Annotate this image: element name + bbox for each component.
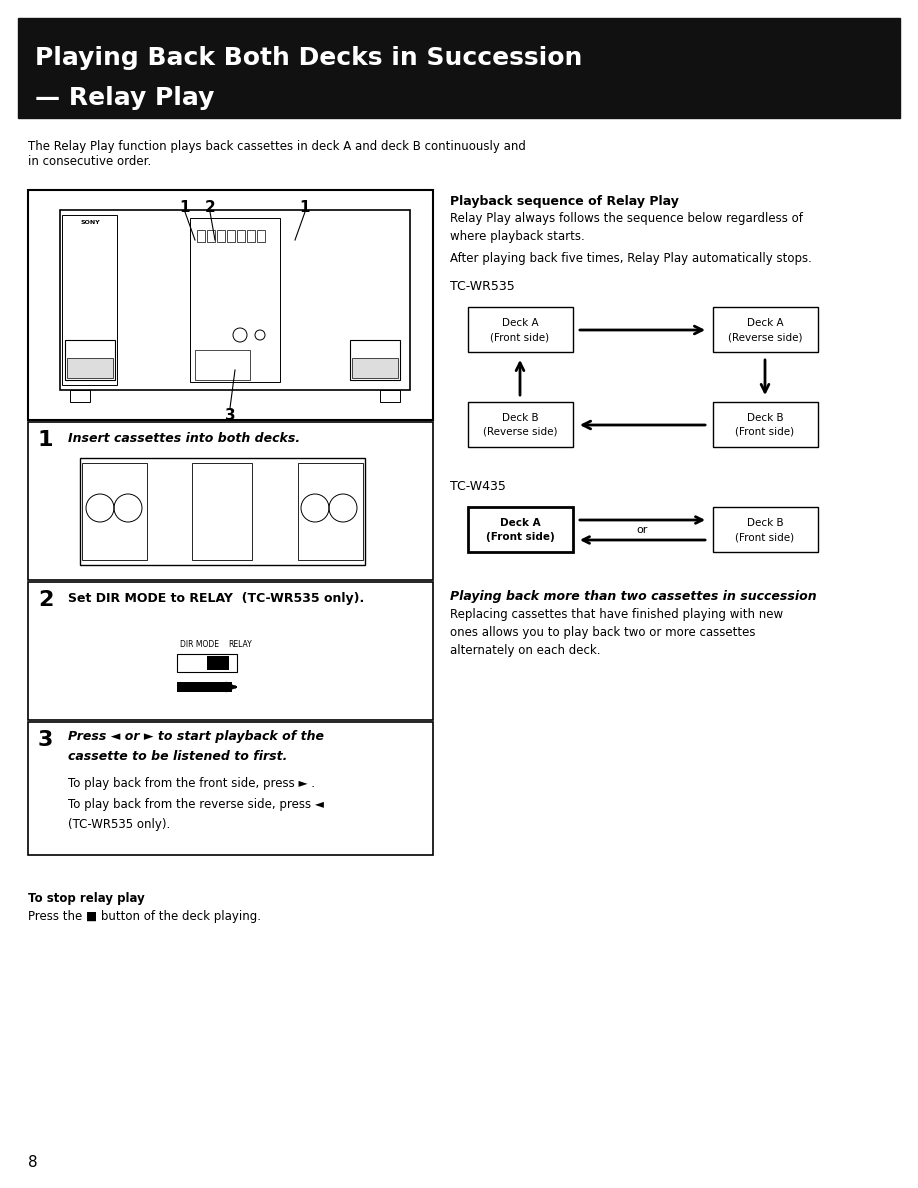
Bar <box>380 390 400 402</box>
Text: Deck B
(Front side): Deck B (Front side) <box>735 413 795 437</box>
Text: The Relay Play function plays back cassettes in deck A and deck B continuously a: The Relay Play function plays back casse… <box>28 140 526 168</box>
Bar <box>713 507 818 552</box>
Text: Relay Play always follows the sequence below regardless of
where playback starts: Relay Play always follows the sequence b… <box>450 211 803 244</box>
Text: To play back from the front side, press ► .: To play back from the front side, press … <box>68 777 315 790</box>
Text: Deck B
(Reverse side): Deck B (Reverse side) <box>483 413 557 437</box>
Bar <box>190 219 280 383</box>
Text: Playing back more than two cassettes in succession: Playing back more than two cassettes in … <box>450 590 817 604</box>
Bar <box>247 230 255 242</box>
Text: SONY: SONY <box>80 220 100 225</box>
Bar <box>177 655 237 672</box>
Text: TC-WR535: TC-WR535 <box>450 280 515 293</box>
Bar <box>28 190 433 421</box>
Bar <box>192 463 252 560</box>
Bar <box>713 307 818 352</box>
Bar <box>257 230 265 242</box>
Text: cassette to be listened to first.: cassette to be listened to first. <box>68 750 287 763</box>
Bar <box>177 682 232 691</box>
Text: To play back from the reverse side, press ◄: To play back from the reverse side, pres… <box>68 798 324 811</box>
Bar <box>60 210 410 390</box>
Bar <box>350 340 400 380</box>
Bar <box>195 350 250 380</box>
Bar <box>82 463 147 560</box>
Bar <box>468 402 573 447</box>
Text: 1: 1 <box>180 200 190 215</box>
Text: Playback sequence of Relay Play: Playback sequence of Relay Play <box>450 195 679 208</box>
Bar <box>298 463 363 560</box>
Text: Set DIR MODE to RELAY  (TC-WR535 only).: Set DIR MODE to RELAY (TC-WR535 only). <box>68 592 364 605</box>
Text: Replacing cassettes that have finished playing with new
ones allows you to play : Replacing cassettes that have finished p… <box>450 608 783 657</box>
Text: 3: 3 <box>38 729 53 750</box>
Text: 2: 2 <box>38 590 53 609</box>
Text: TC-W435: TC-W435 <box>450 480 506 493</box>
Bar <box>713 402 818 447</box>
Bar <box>237 230 245 242</box>
Text: or: or <box>636 525 648 535</box>
Bar <box>217 230 225 242</box>
Bar <box>70 390 90 402</box>
Bar <box>468 507 573 552</box>
Bar <box>28 422 433 580</box>
Text: Deck B
(Front side): Deck B (Front side) <box>735 518 795 542</box>
Bar <box>80 459 365 565</box>
Text: — Relay Play: — Relay Play <box>35 86 215 110</box>
Text: Deck A
(Front side): Deck A (Front side) <box>490 318 550 342</box>
Bar <box>197 230 205 242</box>
Bar <box>28 582 433 720</box>
Bar <box>65 340 115 380</box>
Bar <box>207 230 215 242</box>
Bar <box>352 358 398 378</box>
Bar <box>468 307 573 352</box>
Text: RELAY: RELAY <box>228 640 252 649</box>
Text: Press the ■ button of the deck playing.: Press the ■ button of the deck playing. <box>28 910 261 923</box>
Text: After playing back five times, Relay Play automatically stops.: After playing back five times, Relay Pla… <box>450 252 812 265</box>
Bar <box>67 358 113 378</box>
Bar <box>207 656 229 670</box>
Bar <box>18 18 900 118</box>
Text: Press ◄ or ► to start playback of the: Press ◄ or ► to start playback of the <box>68 729 324 742</box>
Text: Insert cassettes into both decks.: Insert cassettes into both decks. <box>68 432 300 446</box>
Text: DIR MODE: DIR MODE <box>180 640 219 649</box>
Text: Playing Back Both Decks in Succession: Playing Back Both Decks in Succession <box>35 46 582 70</box>
Text: 1: 1 <box>300 200 310 215</box>
Text: 3: 3 <box>225 407 235 423</box>
Bar <box>62 215 117 385</box>
Bar <box>227 230 235 242</box>
Text: To stop relay play: To stop relay play <box>28 892 145 905</box>
Text: 1: 1 <box>38 430 53 450</box>
Text: (TC-WR535 only).: (TC-WR535 only). <box>68 819 170 830</box>
Text: Deck A
(Reverse side): Deck A (Reverse side) <box>728 318 802 342</box>
Text: 8: 8 <box>28 1155 38 1170</box>
Text: 2: 2 <box>205 200 216 215</box>
Bar <box>28 722 433 855</box>
Text: Deck A
(Front side): Deck A (Front side) <box>486 518 554 542</box>
